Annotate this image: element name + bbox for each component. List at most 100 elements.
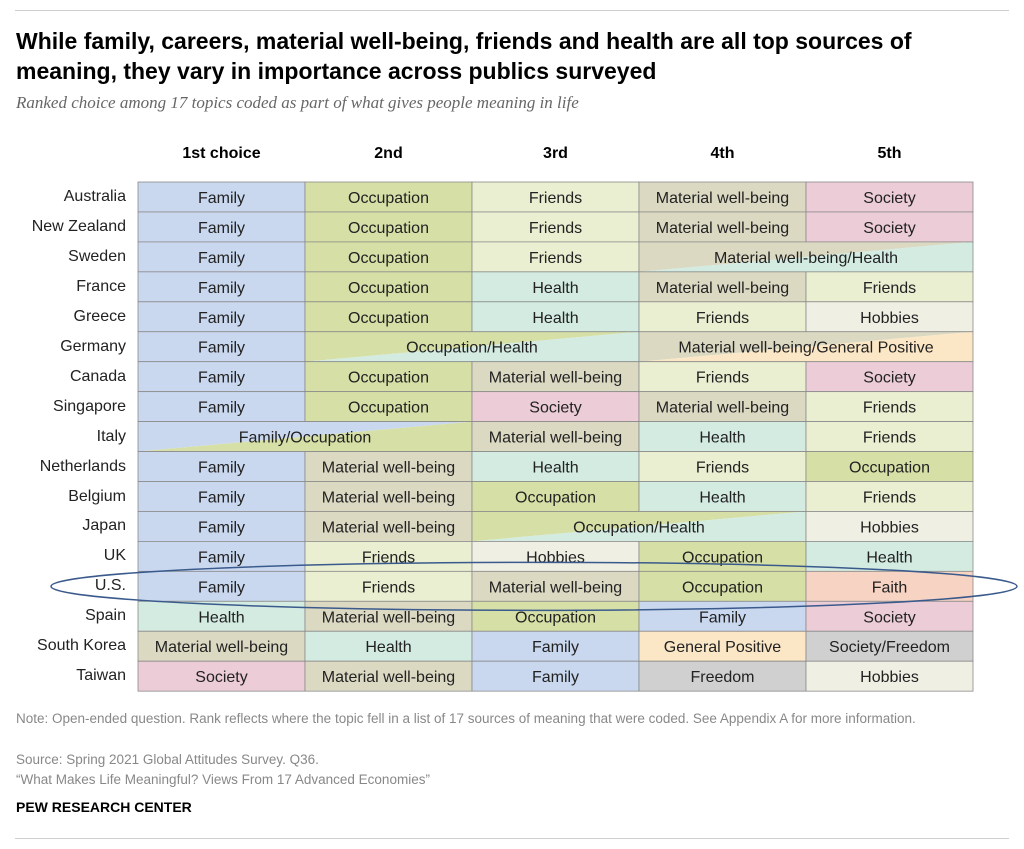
- cell-label: Family: [198, 460, 245, 477]
- cell-fill-b: [639, 331, 973, 362]
- cell-label: Health: [699, 430, 745, 447]
- cell-label: Society: [863, 609, 915, 626]
- cell-label: Society: [863, 190, 915, 207]
- cell-fill: [806, 361, 973, 392]
- cell-label: Material well-being: [322, 460, 455, 477]
- cell-label: Family: [198, 400, 245, 417]
- cell-label: Occupation: [849, 460, 930, 477]
- cell-fill: [639, 182, 806, 212]
- cell-label: Material well-being: [322, 669, 455, 686]
- row-label-japan: Japan: [82, 517, 126, 535]
- cell-label: Occupation/Health: [406, 340, 538, 357]
- cell-label: Family: [198, 340, 245, 357]
- cell-fill: [472, 241, 639, 272]
- cell-fill: [472, 571, 639, 602]
- row-label-belgium: Belgium: [68, 487, 126, 505]
- cell-label: Material well-being/Health: [714, 250, 898, 267]
- cell-fill: [806, 481, 973, 512]
- ranking-grid: Family Occupation Friends Material well-bei…: [50, 181, 1018, 692]
- cell-label: Friends: [529, 220, 582, 237]
- cell-fill: [305, 182, 472, 212]
- cell-label: Friends: [696, 370, 749, 387]
- cell-label: Friends: [362, 549, 415, 566]
- cell-fill: [472, 271, 639, 302]
- cell-label: Occupation: [682, 579, 763, 596]
- note-text: Note: Open-ended question. Rank reflects…: [16, 711, 916, 726]
- cell-fill: [138, 571, 305, 602]
- row-label-u-s: U.S.: [94, 577, 126, 595]
- cell-label: Occupation: [348, 280, 429, 297]
- cell-fill: [138, 361, 305, 392]
- row-label-germany: Germany: [60, 337, 126, 355]
- cell-fill: [806, 211, 973, 242]
- cell-fill: [472, 391, 639, 422]
- cell-label: Material well-being: [489, 579, 622, 596]
- cell-fill: [472, 631, 639, 662]
- cell-fill-b: [639, 241, 973, 272]
- cell-label: Society: [863, 370, 915, 387]
- cell-label: Society: [529, 400, 581, 417]
- cell-label: Family: [198, 489, 245, 506]
- cell-fill: [472, 182, 639, 212]
- cell-label: Family/Occupation: [239, 430, 372, 447]
- cell-label: Material well-being: [155, 639, 288, 656]
- cell-fill: [806, 631, 973, 662]
- cell-fill: [639, 271, 806, 302]
- cell-fill: [639, 211, 806, 242]
- cell-label: Friends: [863, 280, 916, 297]
- cell-fill-b: [305, 331, 639, 362]
- cell-border: [805, 660, 974, 692]
- cell-label: Occupation: [348, 310, 429, 327]
- cell-label: Material well-being: [322, 609, 455, 626]
- cell-label: Friends: [529, 250, 582, 267]
- cell-fill: [639, 391, 806, 422]
- cell-fill: [806, 571, 973, 602]
- cell-label: Family: [198, 370, 245, 387]
- cell-fill-a: [138, 421, 472, 452]
- cell-label: Friends: [863, 430, 916, 447]
- cell-label: Hobbies: [860, 310, 919, 327]
- column-header-5: 5th: [877, 145, 902, 162]
- cell-label: Friends: [863, 489, 916, 506]
- cell-label: Family: [532, 669, 579, 686]
- cell-label: Family: [198, 220, 245, 237]
- cell-label: Material well-being: [656, 190, 789, 207]
- cell-fill: [639, 451, 806, 482]
- cell-fill: [472, 211, 639, 242]
- row-label-taiwan: Taiwan: [76, 667, 126, 685]
- cell-fill: [639, 301, 806, 332]
- cell-label: Faith: [872, 579, 908, 596]
- cell-label: Material well-being/General Positive: [678, 340, 933, 357]
- cell-fill: [639, 361, 806, 392]
- cell-fill: [138, 481, 305, 512]
- cell-fill: [472, 661, 639, 692]
- cell-label: Health: [198, 609, 244, 626]
- cell-fill: [806, 511, 973, 542]
- cell-label: Material well-being: [489, 370, 622, 387]
- cell-label: Family: [198, 519, 245, 536]
- cell-label: Health: [532, 310, 578, 327]
- row-label-singapore: Singapore: [53, 397, 126, 415]
- cell-label: Family: [198, 250, 245, 267]
- row-label-australia: Australia: [63, 188, 126, 205]
- row-label-sweden: Sweden: [68, 247, 126, 265]
- cell-fill: [472, 481, 639, 512]
- chart-subtitle: Ranked choice among 17 topics coded as p…: [16, 93, 579, 112]
- cell-label: Occupation: [348, 400, 429, 417]
- cell-fill: [305, 241, 472, 272]
- cell-label: Family: [198, 549, 245, 566]
- cell-fill: [305, 571, 472, 602]
- cell-label: Health: [532, 280, 578, 297]
- cell-label: Hobbies: [526, 549, 585, 566]
- cell-label: Occupation: [682, 549, 763, 566]
- cell-label: Family: [198, 190, 245, 207]
- cell-fill: [639, 481, 806, 512]
- row-label-spain: Spain: [85, 607, 126, 625]
- cell-fill: [138, 182, 305, 212]
- cell-fill: [639, 631, 806, 662]
- cell-label: Friends: [696, 310, 749, 327]
- cell-fill: [472, 601, 639, 632]
- cell-fill: [305, 511, 472, 542]
- cell-fill: [806, 182, 973, 212]
- cell-fill: [639, 661, 806, 692]
